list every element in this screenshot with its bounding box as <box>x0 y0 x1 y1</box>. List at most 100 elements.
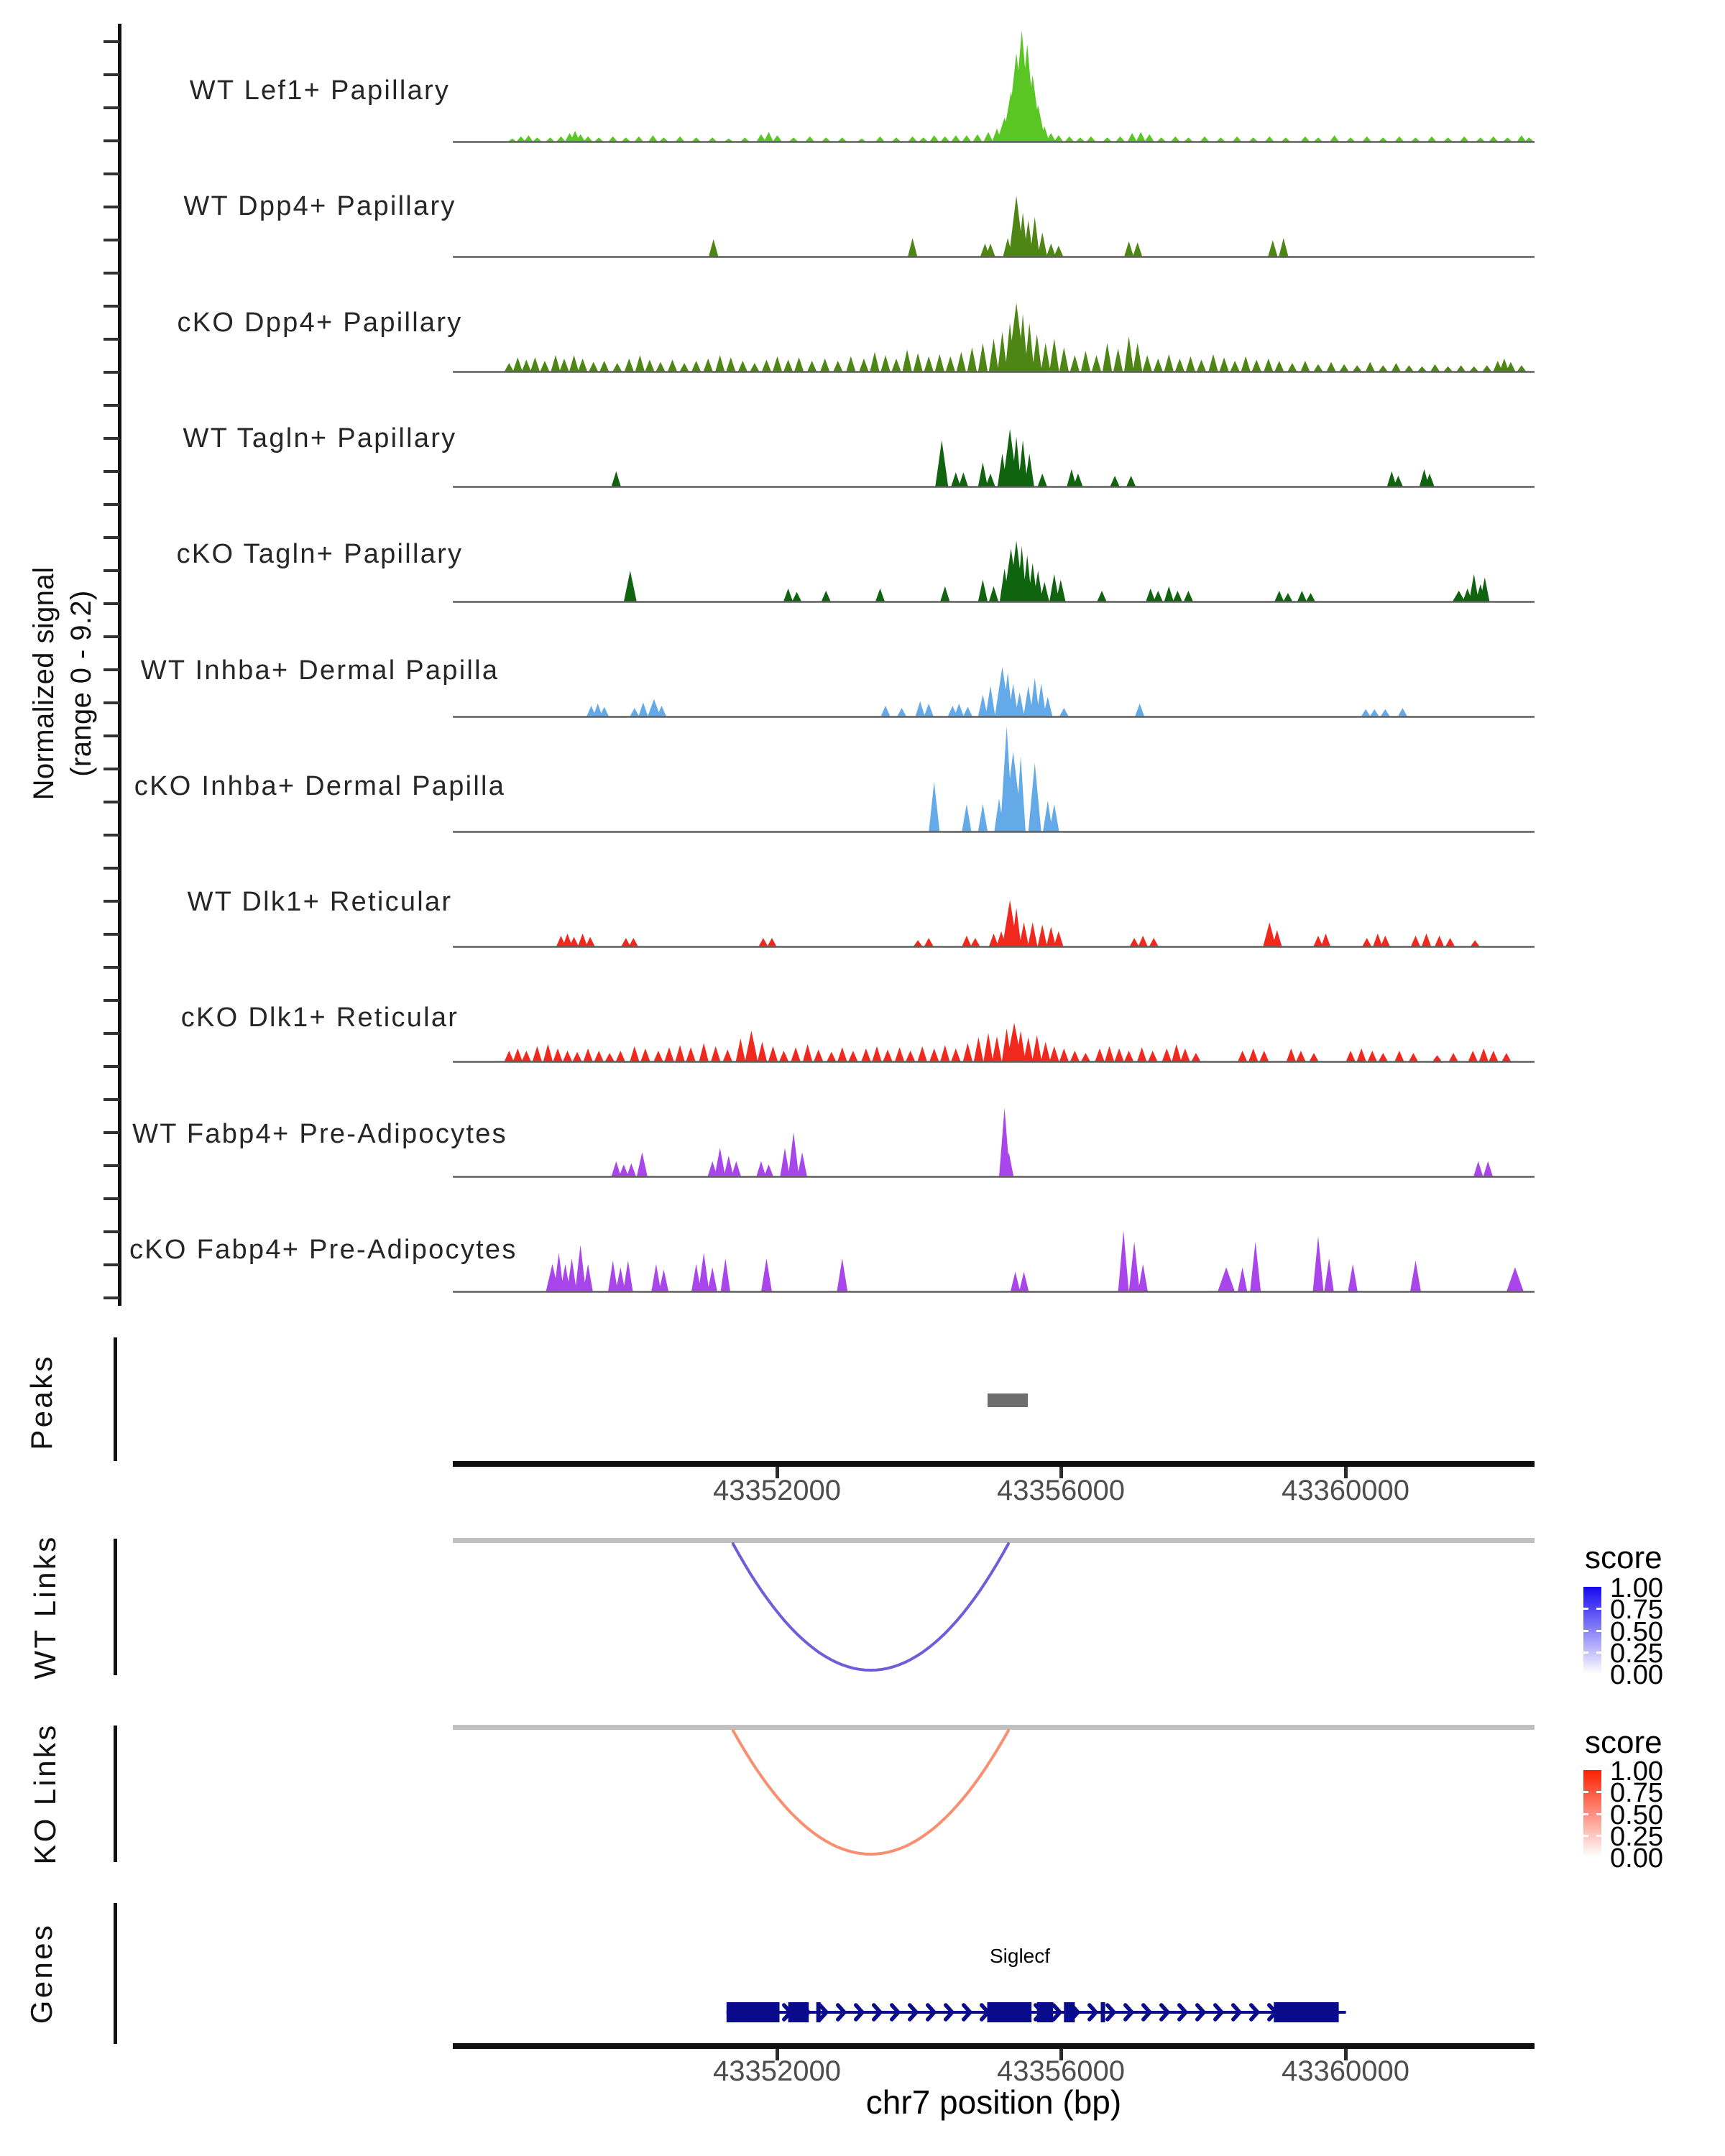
signal-y-axis-tick <box>104 1263 119 1266</box>
legend-colorbar-tick <box>1596 1608 1601 1610</box>
coverage-track-svg <box>453 428 1535 488</box>
coverage-track-svg <box>453 540 1535 603</box>
legend-tick-label: 0.25 <box>1610 1822 1663 1852</box>
genome-axis-upper-line <box>453 1461 1535 1467</box>
signal-y-axis-tick <box>104 503 119 506</box>
gene-model <box>726 2002 1346 2022</box>
genome-axis-tick-label: 43352000 <box>713 2055 841 2087</box>
signal-y-axis-tick <box>104 305 119 308</box>
signal-y-axis-tick <box>104 602 119 605</box>
genes-section-label: Genes <box>24 1922 58 2024</box>
gene-name-label: Siglecf <box>989 1945 1051 1967</box>
genome-axis-tick <box>1059 2049 1063 2060</box>
signal-y-axis-tick <box>104 933 119 936</box>
wt-link-arc <box>731 1542 1010 1672</box>
signal-y-axis-tick <box>104 1230 119 1233</box>
signal-y-axis-tick <box>104 1197 119 1200</box>
track-label: WT Tagln+ Papillary <box>183 423 457 453</box>
signal-y-axis-tick <box>104 106 119 109</box>
legend-tick-label: 0.00 <box>1610 1843 1663 1874</box>
signal-y-axis-tick <box>104 73 119 76</box>
legend-tick-label: 1.00 <box>1610 1756 1663 1787</box>
genome-axis-tick-label: 43360000 <box>1282 1475 1409 1506</box>
legend-colorbar-tick <box>1583 1791 1588 1793</box>
legend-tick-label: 0.50 <box>1610 1800 1663 1830</box>
legend-tick-label: 0.75 <box>1610 1778 1663 1808</box>
signal-y-axis-tick <box>104 668 119 671</box>
track-label: WT Fabp4+ Pre-Adipocytes <box>132 1119 507 1149</box>
signal-y-axis-tick <box>104 239 119 241</box>
legend-title: score <box>1585 1725 1662 1760</box>
genes-bracket <box>114 1903 117 2044</box>
ko-link-arc <box>731 1729 1010 1856</box>
legend-colorbar-tick <box>1583 1630 1588 1632</box>
signal-y-axis-tick <box>104 1296 119 1299</box>
track-label: WT Lef1+ Papillary <box>189 75 451 106</box>
wt-links-bracket <box>114 1539 117 1675</box>
legend-tick-label: 0.75 <box>1610 1595 1663 1625</box>
track-label: cKO Dlk1+ Reticular <box>180 1003 459 1033</box>
track-label: WT Dlk1+ Reticular <box>187 887 453 917</box>
track-label: WT Inhba+ Dermal Papilla <box>140 655 500 686</box>
signal-y-axis-tick <box>104 536 119 539</box>
signal-y-axis-tick <box>104 734 119 737</box>
legend-colorbar-tick <box>1596 1813 1601 1815</box>
legend-colorbar-tick <box>1583 1835 1588 1837</box>
genome-axis-tick <box>1059 1467 1063 1478</box>
coverage-track-svg <box>453 726 1535 833</box>
legend-colorbar-tick <box>1596 1791 1601 1793</box>
signal-y-axis-tick <box>104 139 119 142</box>
signal-y-axis-tick <box>104 1164 119 1167</box>
legend-colorbar-tick <box>1596 1651 1601 1654</box>
genome-axis-tick <box>776 2049 779 2060</box>
legend-tick-label: 0.50 <box>1610 1617 1663 1647</box>
coverage-track-svg <box>453 195 1535 258</box>
legend-tick-label: 0.00 <box>1610 1660 1663 1690</box>
signal-y-axis-tick <box>104 470 119 473</box>
ko-links-baseline <box>453 1725 1535 1730</box>
genome-axis-tick-label: 43356000 <box>997 1475 1125 1506</box>
signal-axis-label: Normalized signal (range 0 - 9.2) <box>25 396 104 971</box>
genome-axis-tick-label: 43360000 <box>1282 2055 1409 2087</box>
track-label: cKO Dpp4+ Papillary <box>177 308 463 338</box>
coverage-track-svg <box>453 303 1535 373</box>
signal-y-axis-tick <box>104 1032 119 1035</box>
track-label: cKO Inhba+ Dermal Papilla <box>134 771 506 801</box>
signal-y-axis-tick <box>104 701 119 704</box>
coverage-track-svg <box>453 1023 1535 1063</box>
signal-y-axis-tick <box>104 569 119 572</box>
signal-y-axis-tick <box>104 966 119 969</box>
signal-y-axis-line <box>118 24 121 1306</box>
signal-y-axis-tick <box>104 272 119 275</box>
legend-colorbar-tick <box>1596 1835 1601 1837</box>
legend-tick-label: 1.00 <box>1610 1573 1663 1603</box>
signal-y-axis-tick <box>104 40 119 43</box>
ko-links-bracket <box>114 1726 117 1862</box>
coverage-track-svg <box>453 30 1535 143</box>
signal-y-axis-tick <box>104 834 119 837</box>
coverage-track-svg <box>453 1107 1535 1178</box>
peaks-section-label: Peaks <box>24 1354 58 1450</box>
genome-axis-tick-label: 43356000 <box>997 2055 1125 2087</box>
signal-y-axis-tick <box>104 801 119 803</box>
signal-y-axis-tick <box>104 371 119 374</box>
genome-axis-tick <box>1344 1467 1348 1478</box>
wt-links-baseline <box>453 1538 1535 1543</box>
peaks-bracket <box>114 1337 117 1461</box>
signal-y-axis-tick <box>104 206 119 208</box>
genome-axis-tick-label: 43352000 <box>713 1475 841 1506</box>
coverage-track-svg <box>453 900 1535 948</box>
genome-axis-title: chr7 position (bp) <box>865 2083 1122 2121</box>
signal-y-axis-tick <box>104 867 119 870</box>
signal-y-axis-tick <box>104 900 119 903</box>
signal-y-axis-tick <box>104 999 119 1002</box>
signal-y-axis-tick <box>104 1098 119 1101</box>
genome-axis-lower-line <box>453 2043 1535 2049</box>
coverage-track-svg <box>453 666 1535 718</box>
signal-y-axis-tick <box>104 172 119 175</box>
peak-region-rect <box>988 1393 1028 1407</box>
signal-axis-label-line2: (range 0 - 9.2) <box>65 590 97 777</box>
signal-y-axis-tick <box>104 404 119 407</box>
signal-y-axis-tick <box>104 1065 119 1068</box>
